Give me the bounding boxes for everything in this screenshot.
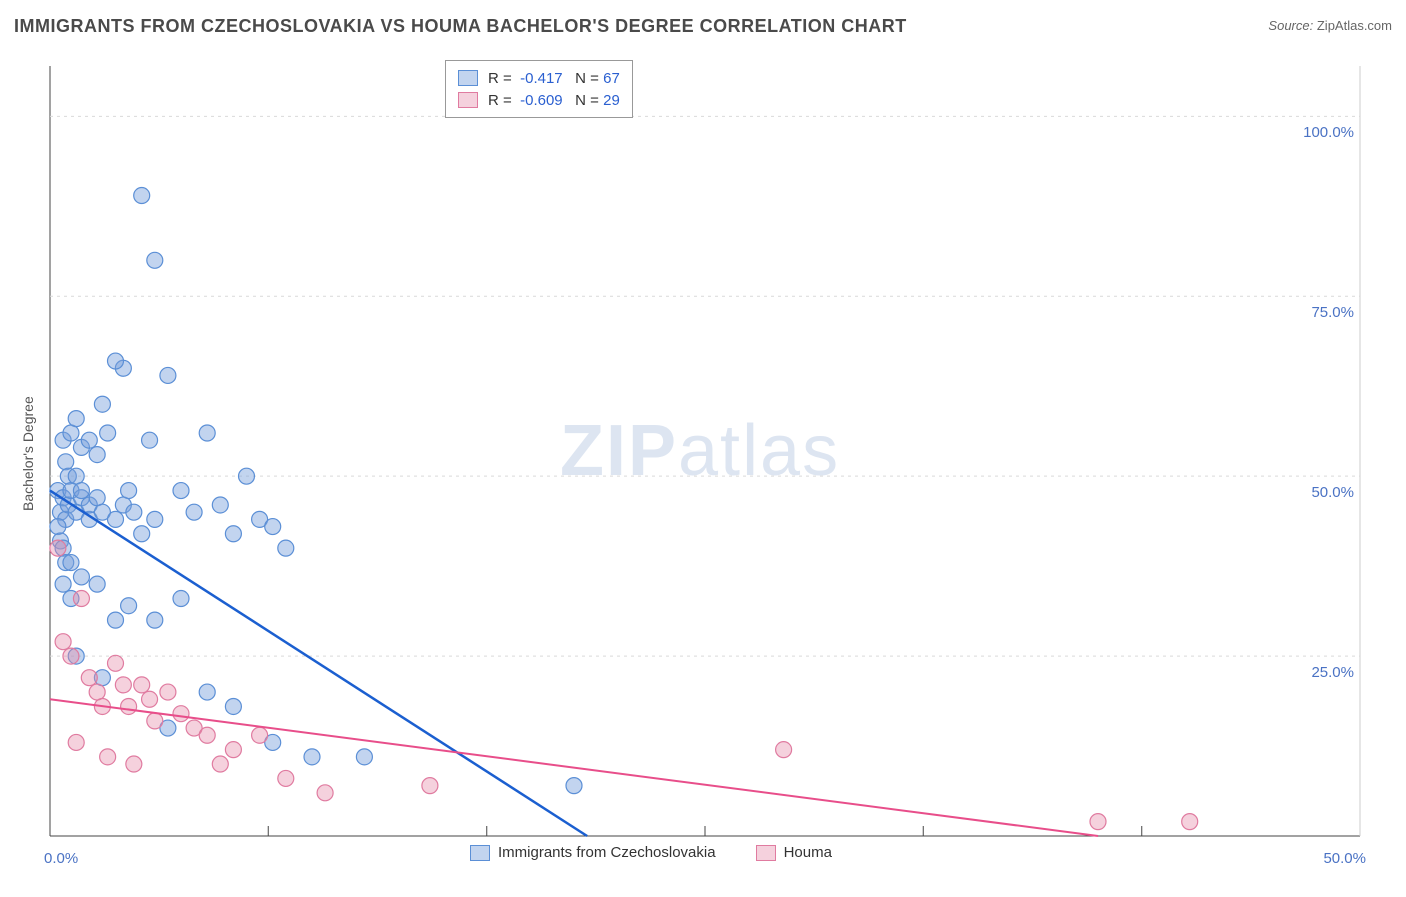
series-legend: Immigrants from Czechoslovakia Houma [470, 844, 832, 861]
x-tick-label: 50.0% [1323, 850, 1366, 867]
series-legend-item: Houma [756, 844, 832, 861]
chart-title: IMMIGRANTS FROM CZECHOSLOVAKIA VS HOUMA … [14, 16, 907, 36]
series-legend-item: Immigrants from Czechoslovakia [470, 844, 716, 861]
source-label: Source: [1268, 18, 1313, 33]
legend-swatch [756, 845, 776, 861]
series-name: Immigrants from Czechoslovakia [498, 844, 716, 861]
legend-stats: R = -0.609 N = 29 [488, 92, 620, 109]
chart-header: IMMIGRANTS FROM CZECHOSLOVAKIA VS HOUMA … [14, 16, 1392, 44]
y-axis-label: Bachelor's Degree [20, 396, 36, 511]
source: Source: ZipAtlas.com [1268, 18, 1392, 33]
y-tick-label: 25.0% [1311, 664, 1354, 681]
correlation-legend: R = -0.417 N = 67 R = -0.609 N = 29 [445, 60, 633, 118]
scatter-plot [0, 56, 1406, 892]
legend-swatch [458, 70, 478, 86]
plot-container: ZIPatlas Bachelor's Degree R = -0.417 N … [0, 56, 1406, 892]
series-name: Houma [784, 844, 832, 861]
x-tick-label: 0.0% [44, 850, 78, 867]
legend-swatch [470, 845, 490, 861]
source-value: ZipAtlas.com [1317, 18, 1392, 33]
legend-stats: R = -0.417 N = 67 [488, 70, 620, 87]
y-tick-label: 50.0% [1311, 484, 1354, 501]
legend-row: R = -0.609 N = 29 [458, 89, 620, 111]
legend-row: R = -0.417 N = 67 [458, 67, 620, 89]
y-tick-label: 75.0% [1311, 304, 1354, 321]
y-tick-label: 100.0% [1303, 124, 1354, 141]
legend-swatch [458, 92, 478, 108]
